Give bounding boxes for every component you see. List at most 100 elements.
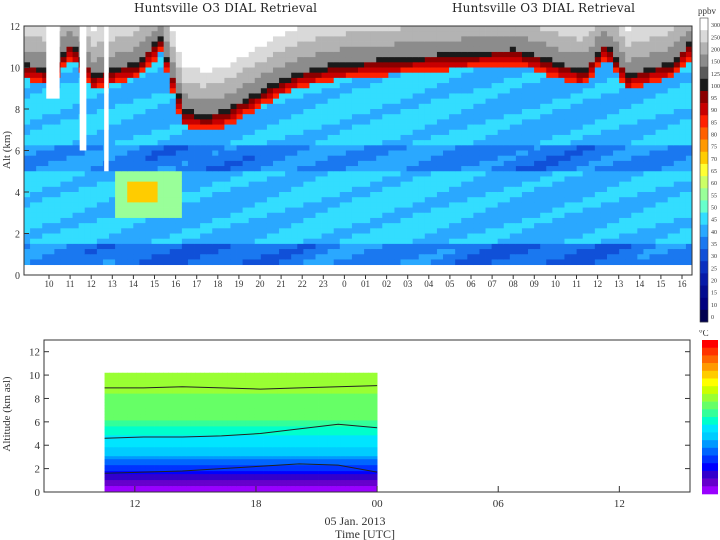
o3-heatmap-cell — [345, 140, 353, 146]
o3-heatmap-cell — [90, 228, 98, 234]
o3-heatmap-cell — [558, 140, 565, 146]
o3-heatmap-cell — [418, 41, 426, 48]
o3-heatmap-cell — [236, 228, 244, 234]
o3-heatmap-cell — [48, 181, 55, 188]
o3-heatmap-cell — [260, 103, 268, 110]
o3-heatmap-cell — [625, 155, 632, 162]
o3-heatmap-cell — [455, 36, 462, 42]
o3-heatmap-cell — [121, 26, 128, 32]
o3-heatmap-cell — [133, 202, 140, 208]
o3-heatmap-cell — [272, 98, 280, 105]
o3-heatmap-cell — [297, 150, 304, 157]
o3-heatmap-cell — [109, 249, 116, 255]
o3-heatmap-cell — [254, 129, 262, 136]
o3-heatmap-cell — [473, 155, 480, 162]
o3-heatmap-cell — [291, 103, 298, 110]
o3-heatmap-cell — [443, 67, 450, 74]
o3-heatmap-cell — [619, 155, 626, 162]
o3-heatmap-cell — [655, 119, 663, 125]
o3-heatmap-cell — [382, 77, 389, 84]
o3-heatmap-cell — [127, 41, 134, 48]
o3-heatmap-cell — [394, 259, 401, 266]
o3-heatmap-cell — [48, 217, 55, 224]
o3-heatmap-cell — [637, 202, 644, 208]
o3-heatmap-cell — [370, 197, 377, 203]
o3-heatmap-cell — [479, 207, 486, 214]
o3-heatmap-cell — [30, 243, 37, 250]
o3-heatmap-cell — [467, 124, 474, 131]
o3-heatmap-cell — [418, 77, 426, 84]
o3-heatmap-cell — [194, 243, 201, 250]
o3-heatmap-cell — [163, 129, 171, 136]
o3-heatmap-cell — [151, 109, 158, 115]
o3-heatmap-cell — [673, 124, 681, 131]
o3-heatmap-cell — [260, 254, 268, 260]
o3-heatmap-cell — [558, 212, 565, 219]
o3-heatmap-cell — [102, 202, 110, 208]
o3-heatmap-cell — [327, 160, 335, 167]
o3-heatmap-cell — [266, 217, 274, 224]
o3-heatmap-cell — [558, 254, 565, 260]
o3-heatmap-cell — [285, 228, 292, 234]
o3-heatmap-cell — [394, 140, 401, 146]
o3-heatmap-cell — [467, 145, 474, 151]
o3-heatmap-cell — [667, 238, 675, 245]
o3-heatmap-cell — [187, 259, 195, 266]
o3-heatmap-cell — [351, 83, 359, 89]
o3-heatmap-cell — [96, 192, 104, 198]
o3-heatmap-cell — [36, 77, 43, 84]
o3-heatmap-cell — [24, 36, 31, 42]
o3-heatmap-cell — [163, 155, 171, 162]
o3-heatmap-cell — [175, 166, 183, 172]
o3-heatmap-cell — [66, 155, 73, 162]
o3-heatmap-cell — [285, 233, 292, 240]
o3-heatmap-cell — [673, 57, 681, 63]
o3-heatmap-cell — [376, 197, 383, 203]
o3-heatmap-cell — [400, 243, 407, 250]
o3-heatmap-cell — [333, 134, 341, 141]
o3-heatmap-cell — [613, 259, 620, 266]
o3-heatmap-cell — [121, 88, 128, 94]
o3-heatmap-cell — [637, 88, 644, 94]
o3-heatmap-cell — [72, 171, 80, 177]
o3-heatmap-cell — [181, 93, 189, 100]
o3-heatmap-cell — [637, 109, 644, 115]
o3-heatmap-cell — [194, 31, 201, 37]
o3-heatmap-cell — [206, 254, 213, 260]
o3-heatmap-cell — [521, 46, 529, 53]
o3-heatmap-cell — [96, 181, 104, 188]
o3-heatmap-cell — [388, 36, 395, 42]
o3-heatmap-cell — [351, 176, 359, 183]
o3-heatmap-cell — [485, 51, 492, 58]
o3-heatmap-cell — [291, 114, 298, 120]
o3-heatmap-cell — [30, 140, 37, 146]
o3-heatmap-cell — [619, 181, 626, 188]
o3-heatmap-cell — [461, 207, 468, 214]
o3-heatmap-cell — [291, 254, 298, 260]
o3-heatmap-cell — [315, 197, 322, 203]
o3-heatmap-cell — [175, 243, 183, 250]
o3-heatmap-cell — [24, 176, 31, 183]
o3-heatmap-cell — [491, 26, 499, 32]
o3-heatmap-cell — [473, 98, 480, 105]
o3-heatmap-cell — [667, 150, 675, 157]
o3-heatmap-cell — [254, 88, 262, 94]
o3-heatmap-cell — [497, 228, 505, 234]
o3-heatmap-cell — [424, 31, 432, 37]
o3-heatmap-cell — [443, 103, 450, 110]
o3-heatmap-cell — [637, 77, 644, 84]
o3-heatmap-cell — [218, 192, 225, 198]
o3-heatmap-cell — [84, 83, 92, 89]
o3-heatmap-cell — [303, 124, 310, 131]
o3-heatmap-cell — [309, 41, 316, 48]
o3-heatmap-cell — [109, 160, 116, 167]
o3-heatmap-cell — [491, 114, 499, 120]
o3-heatmap-cell — [248, 202, 256, 208]
o3-heatmap-cell — [127, 62, 134, 68]
o3-heatmap-cell — [461, 254, 468, 260]
o3-heatmap-cell — [139, 160, 146, 167]
o3-heatmap-cell — [157, 36, 165, 42]
o3-heatmap-cell — [582, 103, 590, 110]
o3-heatmap-cell — [631, 26, 638, 32]
o3-heatmap-cell — [236, 62, 244, 68]
